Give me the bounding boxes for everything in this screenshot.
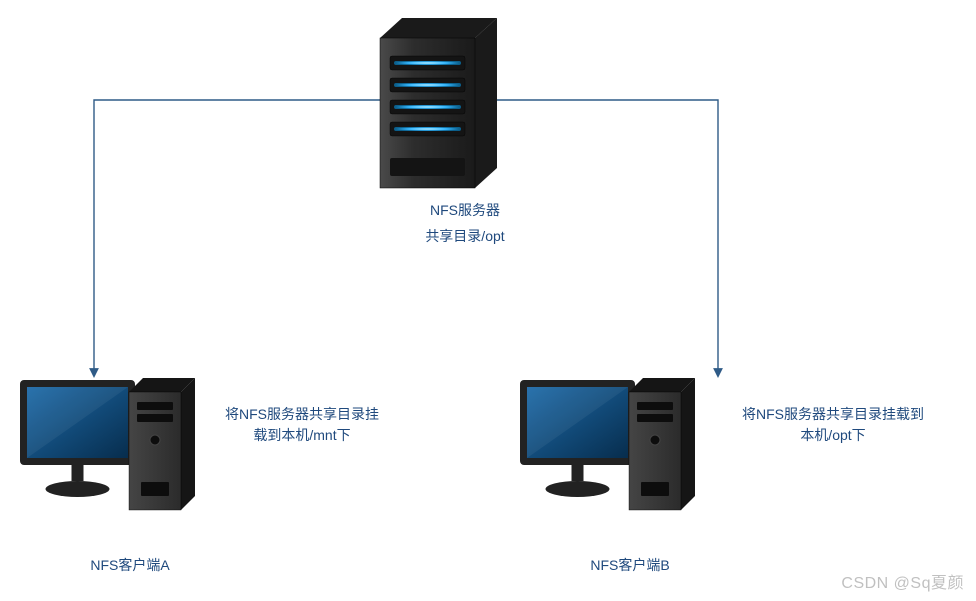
diagram-canvas	[0, 0, 976, 601]
server-icon	[380, 18, 497, 188]
server-label-line2: 共享目录/opt	[405, 226, 525, 247]
watermark: CSDN @Sq夏颜	[841, 569, 964, 593]
client-a-label: NFS客户端A	[70, 555, 190, 576]
client-b-icon	[520, 378, 695, 510]
client-a-icon	[20, 378, 195, 510]
connector	[94, 100, 380, 376]
client-a-note: 将NFS服务器共享目录挂 载到本机/mnt下	[212, 404, 392, 446]
client-b-note: 将NFS服务器共享目录挂载到 本机/opt下	[728, 404, 938, 446]
server-label-line1: NFS服务器	[405, 200, 525, 221]
client-b-label: NFS客户端B	[570, 555, 690, 576]
